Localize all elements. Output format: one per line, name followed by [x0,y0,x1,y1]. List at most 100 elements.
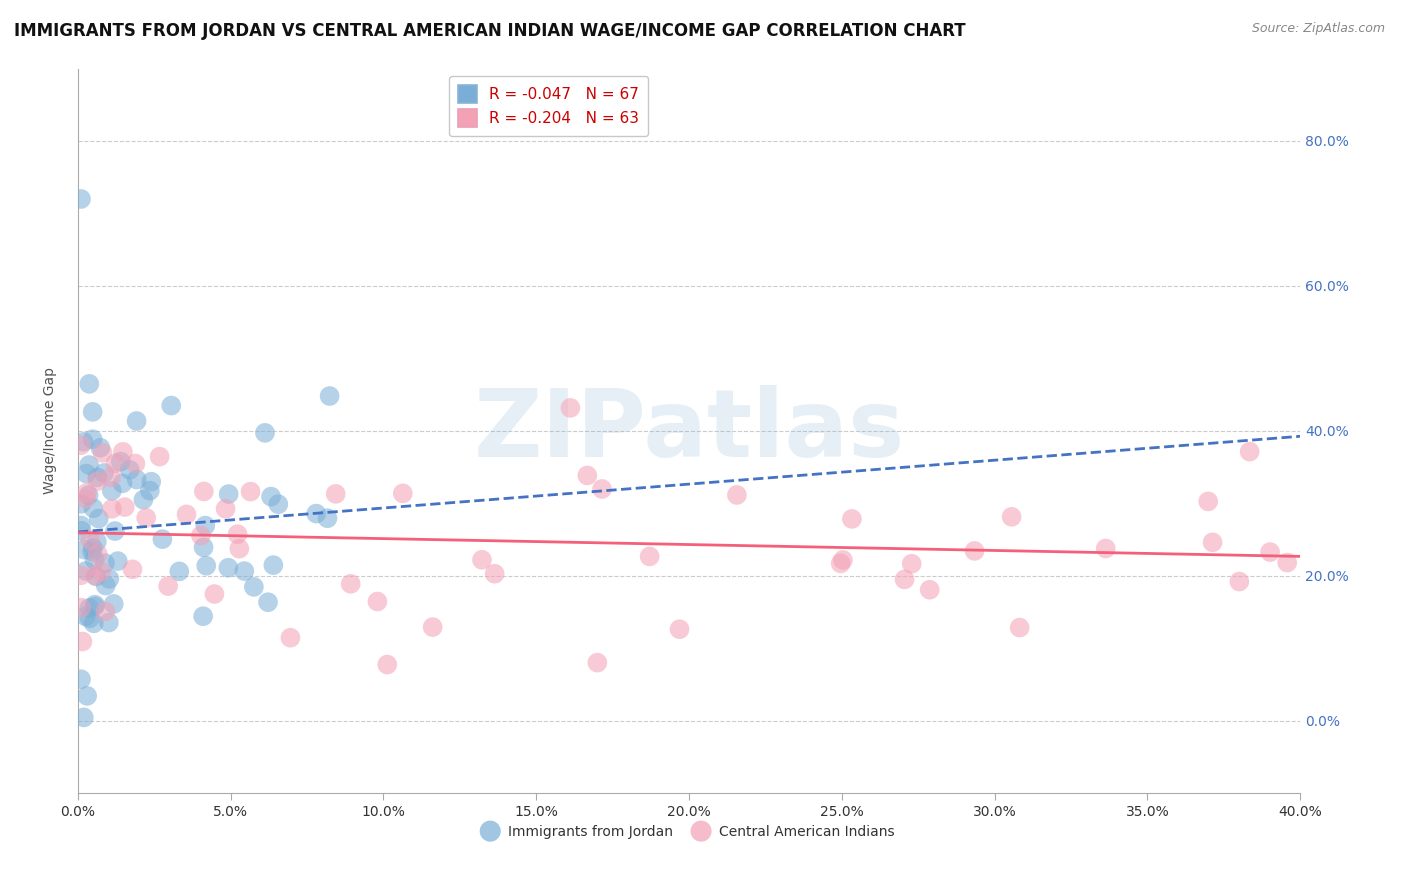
Point [132,492,155,507]
Point [75,467,97,481]
Text: ZIPatlas: ZIPatlas [474,385,904,477]
Point [305,507,328,521]
Point [98,572,121,586]
Point [111,445,134,459]
Point [963,544,986,558]
Point [70,497,93,511]
Point [193,484,215,499]
Point [93,466,115,480]
Point [830,557,852,571]
Y-axis label: Wage/Income Gap: Wage/Income Gap [44,368,58,494]
Point [226,527,249,541]
Point [366,594,388,608]
Point [104,524,127,538]
Point [124,457,146,471]
Point [375,657,398,672]
Point [900,557,922,571]
Point [77,458,100,472]
Point [82,405,104,419]
Point [214,501,236,516]
Text: Source: ZipAtlas.com: Source: ZipAtlas.com [1251,22,1385,36]
Point [104,456,127,470]
Point [114,500,136,514]
Point [638,549,661,564]
Point [86,474,108,488]
Point [94,578,117,592]
Point [280,631,302,645]
Point [84,598,107,612]
Point [70,672,93,686]
Point [91,446,114,460]
Point [103,597,125,611]
Point [100,470,122,484]
Point [484,566,506,581]
Point [893,573,915,587]
Point [471,553,494,567]
Point [668,622,690,636]
Point [87,547,110,561]
Point [86,470,108,484]
Point [160,399,183,413]
Point [101,501,124,516]
Point [83,568,105,582]
Point [560,401,582,415]
Point [169,565,191,579]
Point [70,438,93,452]
Point [125,473,148,487]
Point [253,425,276,440]
Point [72,434,94,449]
Text: IMMIGRANTS FROM JORDAN VS CENTRAL AMERICAN INDIAN WAGE/INCOME GAP CORRELATION CH: IMMIGRANTS FROM JORDAN VS CENTRAL AMERIC… [14,22,966,40]
Point [87,511,110,525]
Point [111,476,134,491]
Point [1000,509,1022,524]
Point [228,541,250,556]
Point [193,541,215,555]
Point [217,560,239,574]
Point [832,553,855,567]
Point [76,689,98,703]
Point [83,599,105,614]
Point [107,554,129,568]
Point [82,501,104,516]
Point [79,611,101,625]
Point [118,463,141,477]
Point [725,488,748,502]
Point [841,512,863,526]
Point [101,483,124,498]
Point [218,487,240,501]
Point [194,518,217,533]
Point [176,508,198,522]
Point [83,616,105,631]
Point [1227,574,1250,589]
Point [77,601,100,615]
Point [79,533,101,547]
Point [586,656,609,670]
Point [77,488,100,502]
Point [195,558,218,573]
Point [1008,621,1031,635]
Point [262,558,284,573]
Point [82,541,104,555]
Point [316,511,339,525]
Point [1239,444,1261,458]
Point [121,562,143,576]
Point [339,576,361,591]
Point [1277,556,1299,570]
Point [139,483,162,498]
Point [157,579,180,593]
Point [75,564,97,578]
Point [141,475,163,489]
Point [257,595,280,609]
Point [86,534,108,549]
Point [135,511,157,525]
Point [576,468,599,483]
Point [1258,545,1281,559]
Point [84,569,107,583]
Point [190,528,212,542]
Point [422,620,444,634]
Point [260,490,283,504]
Point [70,518,93,533]
Point [1197,494,1219,508]
Point [80,544,103,558]
Point [267,497,290,511]
